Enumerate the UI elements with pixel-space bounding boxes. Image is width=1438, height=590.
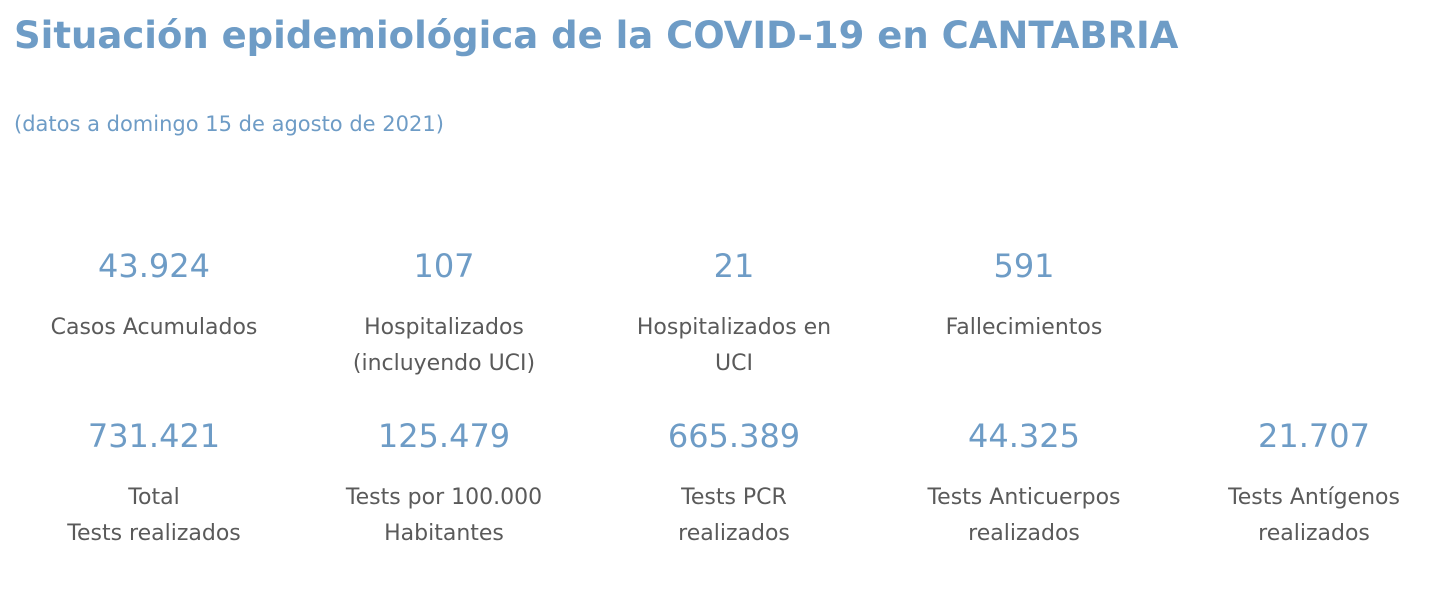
- stat-value: 665.389: [667, 417, 801, 455]
- stat-total-tests: 731.421 Total Tests realizados: [14, 416, 294, 552]
- stat-value: 591: [993, 247, 1055, 285]
- data-date-subtitle: (datos a domingo 15 de agosto de 2021): [14, 112, 444, 136]
- stat-hospitalizados: 107 Hospitalizados (incluyendo UCI): [304, 246, 584, 382]
- stat-label: Casos Acumulados: [50, 315, 258, 340]
- stat-label: Total Tests realizados: [67, 485, 241, 546]
- stat-value: 731.421: [87, 417, 221, 455]
- stat-casos-acumulados: 43.924 Casos Acumulados: [14, 246, 294, 346]
- stat-label: Tests PCR realizados: [678, 485, 790, 546]
- stat-tests-anticuerpos: 44.325 Tests Anticuerpos realizados: [884, 416, 1164, 552]
- page-title: Situación epidemiológica de la COVID-19 …: [14, 14, 1179, 57]
- stat-label: Hospitalizados (incluyendo UCI): [352, 315, 536, 376]
- stat-value: 44.325: [968, 417, 1080, 455]
- stat-value: 125.479: [377, 417, 511, 455]
- stat-tests-por-100000: 125.479 Tests por 100.000 Habitantes: [304, 416, 584, 552]
- stat-hospitalizados-uci: 21 Hospitalizados en UCI: [594, 246, 874, 382]
- stat-fallecimientos: 591 Fallecimientos: [884, 246, 1164, 346]
- stat-value: 43.924: [98, 247, 210, 285]
- stat-label: Hospitalizados en UCI: [636, 315, 832, 376]
- stat-label: Fallecimientos: [945, 315, 1103, 340]
- stat-value: 21.707: [1258, 417, 1370, 455]
- stat-value: 21: [713, 247, 755, 285]
- stat-value: 107: [413, 247, 475, 285]
- stat-label: Tests por 100.000 Habitantes: [345, 485, 543, 546]
- stat-tests-antigenos: 21.707 Tests Antígenos realizados: [1174, 416, 1438, 552]
- stat-label: Tests Antígenos realizados: [1228, 485, 1400, 546]
- stat-tests-pcr: 665.389 Tests PCR realizados: [594, 416, 874, 552]
- stat-label: Tests Anticuerpos realizados: [927, 485, 1121, 546]
